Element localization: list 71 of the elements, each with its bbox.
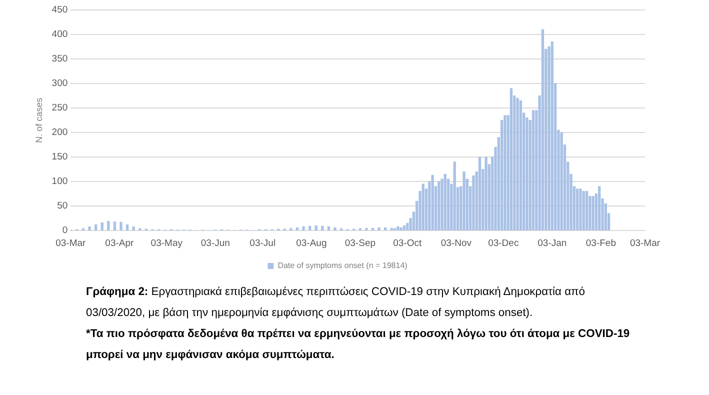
bar xyxy=(462,171,466,230)
bar xyxy=(308,226,312,230)
bar xyxy=(321,226,324,230)
x-tick-label: 03-Mar xyxy=(56,238,86,249)
bar xyxy=(327,226,330,230)
y-tick-label: 300 xyxy=(52,78,68,90)
bar xyxy=(88,226,91,230)
bar xyxy=(484,156,488,230)
bar xyxy=(107,220,110,230)
x-tick-label: 03-Dec xyxy=(488,238,519,249)
x-tick-label: 03-Jan xyxy=(538,238,567,249)
x-tick-label: 03-Sep xyxy=(344,238,376,249)
bar xyxy=(113,221,116,230)
bar xyxy=(541,29,544,230)
bar xyxy=(378,227,380,230)
bar xyxy=(126,224,129,230)
bar xyxy=(431,174,434,230)
y-tick-label: 350 xyxy=(52,54,68,65)
bar xyxy=(592,196,594,230)
bar xyxy=(519,100,522,230)
x-tick-label: 03-Jul xyxy=(250,238,276,249)
bar xyxy=(334,227,336,230)
bar xyxy=(94,224,98,230)
y-tick-label: 100 xyxy=(52,176,68,188)
x-tick-label: 03-Oct xyxy=(393,238,422,249)
bar xyxy=(100,222,104,230)
bar xyxy=(550,42,554,230)
bar xyxy=(585,191,588,230)
x-tick-label: 03-Jun xyxy=(200,238,230,249)
bar xyxy=(444,174,446,230)
bar xyxy=(504,115,506,230)
bar xyxy=(400,227,402,230)
bar xyxy=(132,226,135,230)
bar xyxy=(302,226,305,230)
y-tick-label: 150 xyxy=(52,152,68,163)
bar xyxy=(453,162,456,230)
y-tick-label: 450 xyxy=(52,4,68,16)
bar xyxy=(402,225,406,230)
bar xyxy=(120,222,122,230)
text: *Τα πιο πρόσφατα δεδομένα θα πρέπει να ερμηνεύονται με προσοχή λόγω του ότι άτομα με COVID-19 μπορεί να μην εμφάνισαν ακόμα συμπτώματα. xyxy=(86,327,631,363)
bar xyxy=(384,227,387,230)
bar xyxy=(472,175,475,230)
bar xyxy=(438,181,440,230)
x-tick-label: 03-Apr xyxy=(105,238,134,249)
bar xyxy=(314,225,318,230)
y-axis-title: N. of cases xyxy=(34,97,44,143)
x-tick-label: 03-Aug xyxy=(296,238,327,249)
y-tick-label: 400 xyxy=(52,29,68,40)
x-tick-label: 03-May xyxy=(150,238,183,249)
y-tick-label: 0 xyxy=(62,225,68,236)
bar xyxy=(365,228,368,230)
bar xyxy=(516,98,519,230)
bar xyxy=(560,132,563,230)
bar xyxy=(598,186,601,230)
legend-label: Date of symptoms onset (n = 19814) xyxy=(278,261,408,270)
bar xyxy=(396,226,400,230)
bar xyxy=(576,188,579,230)
y-tick-label: 250 xyxy=(52,102,68,114)
x-tick-label: 03-Nov xyxy=(440,238,472,249)
x-tick-label: 03-Feb xyxy=(586,238,616,249)
bar xyxy=(478,156,482,230)
bar xyxy=(532,110,535,230)
y-tick-label: 50 xyxy=(57,200,68,212)
text: Γράφημα 2: Εργαστηριακά επιβεβαιωμένες περιπτώσεις COVID-19 στην Κυπριακή Δημοκρατία από 03/03/2020, με βάση την ημερομηνία εμφάνισης συμπτωμάτων (Date of symptoms onset). xyxy=(86,285,586,321)
bar xyxy=(422,184,424,230)
bar xyxy=(296,227,299,230)
x-tick-label: 03-Mar xyxy=(630,238,660,249)
bar xyxy=(579,188,582,230)
y-tick-label: 200 xyxy=(52,127,68,138)
bar xyxy=(582,191,585,230)
bar xyxy=(510,88,513,230)
